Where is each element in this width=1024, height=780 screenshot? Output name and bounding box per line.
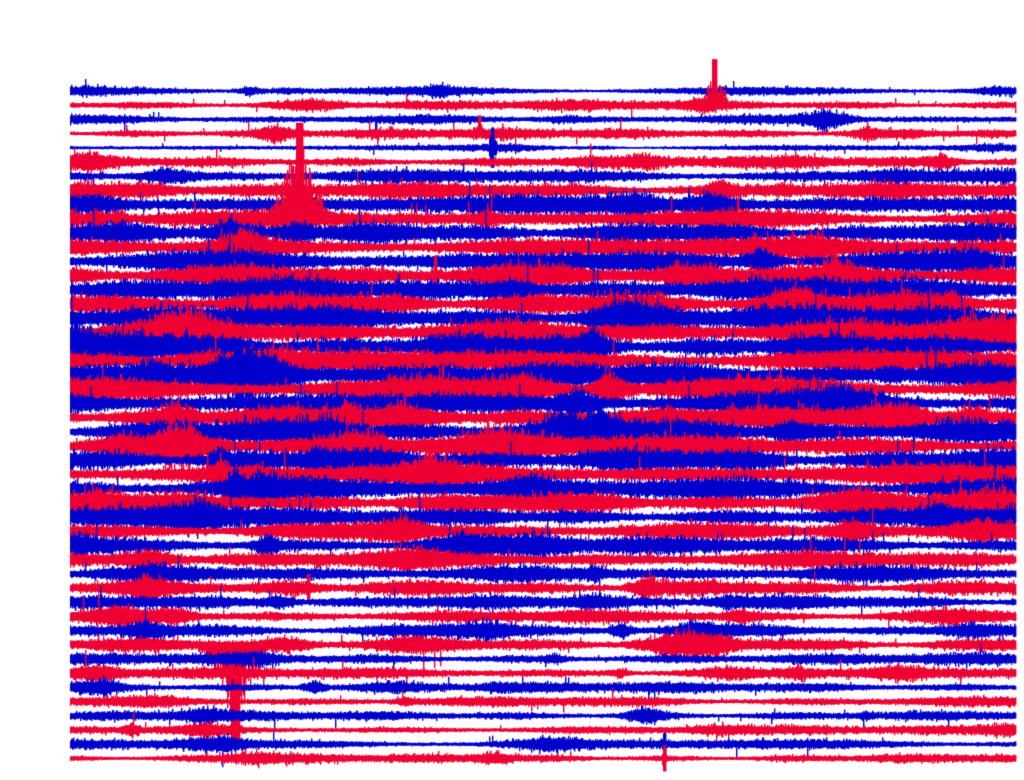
seismogram-traces (0, 0, 1024, 780)
helicorder-plot: CL Agios Georgios Applied filter: WWSSN-… (0, 0, 1024, 780)
